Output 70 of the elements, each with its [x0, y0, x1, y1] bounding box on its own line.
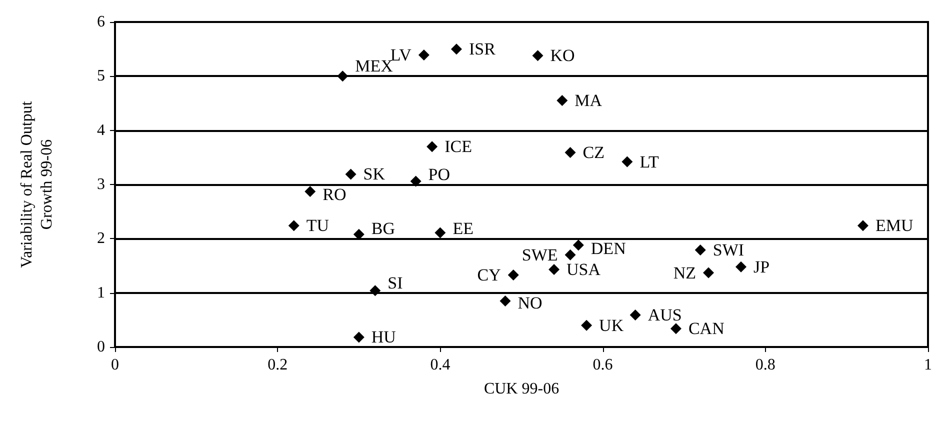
series-label: SK — [363, 164, 386, 184]
series-label: RO — [322, 185, 346, 204]
series-label: DEN — [590, 239, 626, 258]
point — [736, 261, 747, 272]
series-label: JP — [754, 257, 770, 276]
series-label: KO — [550, 46, 575, 66]
point — [556, 95, 568, 106]
point — [572, 240, 584, 251]
point — [694, 244, 706, 256]
series-label: CZ — [582, 143, 605, 162]
series-label: LT — [640, 152, 660, 172]
y-axis-title: Variability of Real Output Growth 99-06 — [18, 100, 56, 268]
point — [630, 310, 641, 321]
series-label: HU — [371, 328, 396, 346]
series-label: CY — [477, 265, 501, 284]
point — [500, 295, 511, 306]
x-tick-label: 0.8 — [755, 356, 776, 374]
point — [434, 227, 446, 238]
point — [548, 264, 560, 276]
y-tick-label: 2 — [97, 230, 105, 248]
series-label: USA — [566, 260, 602, 280]
x-tick-label: 1 — [924, 356, 932, 374]
point — [622, 156, 633, 168]
series-label: MEX — [355, 56, 393, 76]
point — [532, 50, 544, 62]
x-tick-label: 0 — [111, 356, 119, 374]
series-label: EE — [452, 219, 474, 238]
x-tick-label: 0.2 — [268, 356, 288, 374]
series-label: CAN — [688, 319, 724, 338]
series-label: SWI — [712, 240, 744, 260]
x-tick-label: 0.4 — [430, 356, 450, 374]
y-tick-label: 6 — [97, 14, 105, 30]
series-label: UK — [599, 316, 624, 335]
point — [304, 186, 316, 198]
point — [857, 220, 868, 232]
y-tick-label: 4 — [97, 122, 105, 139]
point — [670, 323, 682, 334]
point — [353, 332, 364, 343]
series-label: ISR — [468, 40, 496, 59]
point — [450, 44, 462, 55]
series-label: MA — [574, 91, 603, 110]
series-label: NO — [518, 293, 542, 312]
point — [581, 320, 592, 331]
series-label: LV — [390, 46, 412, 65]
point — [426, 141, 438, 152]
series-label: NZ — [673, 263, 696, 282]
y-tick-label: 3 — [97, 176, 105, 193]
point — [410, 176, 422, 187]
series-label: AUS — [648, 306, 682, 325]
point — [508, 269, 519, 280]
y-tick-label: 5 — [97, 68, 105, 85]
point — [337, 70, 348, 82]
series-label: TU — [306, 216, 330, 236]
point — [345, 168, 356, 180]
series-label: BG — [371, 219, 396, 238]
x-axis-title: CUK 99-06 — [484, 380, 560, 398]
point — [564, 249, 576, 260]
point — [702, 267, 714, 278]
point — [418, 50, 430, 61]
point — [370, 285, 381, 296]
series-label: SI — [388, 273, 404, 292]
series-label: PO — [428, 165, 450, 184]
series-label: EMU — [875, 216, 914, 236]
y-tick-label: 1 — [97, 284, 105, 302]
series-label: ICE — [444, 137, 472, 156]
point — [564, 147, 576, 158]
x-tick-label: 0.6 — [592, 356, 613, 374]
point — [288, 220, 300, 232]
series-label: SWE — [522, 245, 558, 264]
y-tick-label: 0 — [97, 338, 105, 356]
